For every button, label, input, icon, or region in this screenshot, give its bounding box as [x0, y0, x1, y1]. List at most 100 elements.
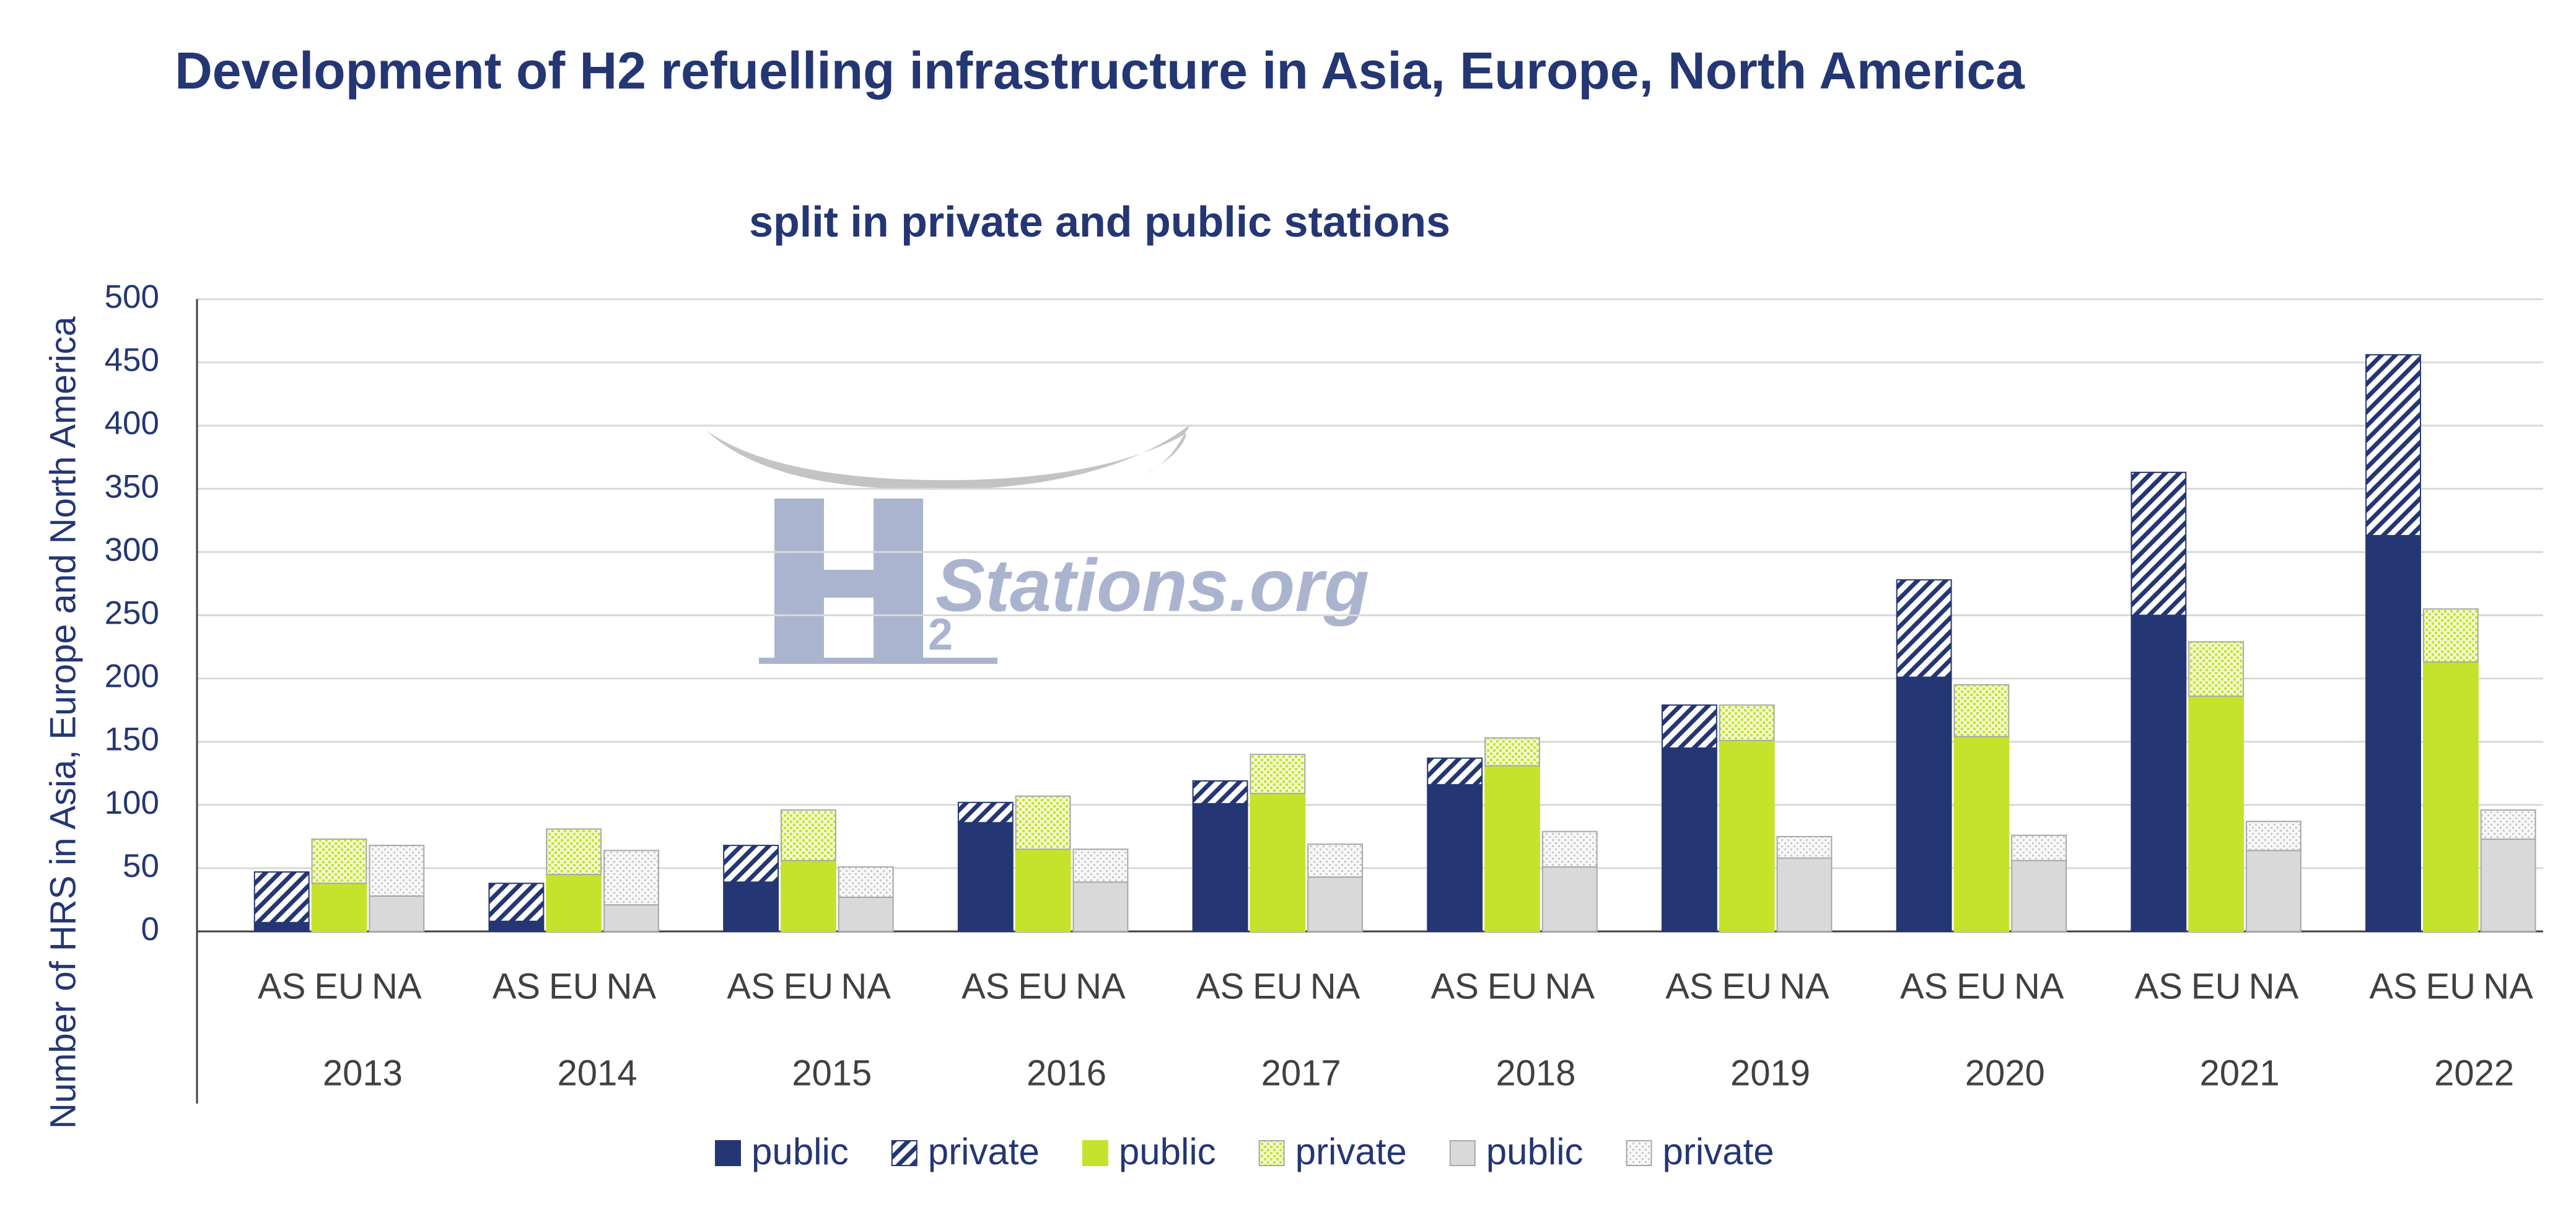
bar-segment [1541, 866, 1598, 933]
bar-segment [780, 860, 836, 932]
group-label: EU [314, 966, 364, 1006]
legend-item: private [1258, 1131, 1407, 1172]
bar-segment [2188, 641, 2245, 697]
bar-segment [780, 809, 836, 861]
y-tick-label: 500 [105, 279, 159, 315]
bar-segment [2422, 608, 2479, 663]
bar-segment [957, 801, 1014, 824]
legend-label: private [928, 1131, 1040, 1172]
group-label: NA [2483, 966, 2533, 1006]
bar-segment [1192, 780, 1248, 804]
y-tick-label: 200 [105, 658, 159, 695]
bar-segment [369, 895, 425, 932]
group-label: NA [1310, 966, 1360, 1006]
bar-segment [603, 904, 659, 933]
x-tick-label: 2016 [1027, 1053, 1106, 1093]
bar-segment [1953, 684, 2010, 738]
group-label: AS [258, 966, 305, 1006]
bar-segment [1072, 881, 1129, 933]
bar-segment [1015, 848, 1071, 933]
y-tick-label: 250 [105, 595, 159, 632]
group-label: AS [1665, 966, 1713, 1006]
bar-segment [546, 874, 602, 932]
bar-segment [1776, 835, 1833, 859]
bar-segment [1484, 737, 1540, 767]
bar-segment [1427, 784, 1483, 933]
y-tick-label: 450 [105, 342, 159, 378]
bar-segment [2480, 838, 2536, 932]
legend-item: public [1082, 1131, 1216, 1172]
bar-segment [311, 838, 367, 884]
bar-segment [1015, 795, 1071, 850]
group-label: AS [2135, 966, 2183, 1006]
group-label: NA [1076, 966, 1126, 1006]
group-label: NA [607, 966, 657, 1006]
x-tick-label: 2020 [1965, 1053, 2045, 1093]
watermark: 2 Stations.org [706, 424, 1369, 664]
x-tick-label: 2019 [1730, 1053, 1810, 1093]
bar-segment [1250, 754, 1306, 795]
group-label: NA [1544, 966, 1595, 1006]
bar-segment [253, 871, 310, 923]
group-label: EU [1722, 966, 1772, 1006]
bar-segment [311, 882, 367, 933]
chart-title: Development of H2 refuelling infrastruct… [175, 41, 2025, 100]
x-tick-label: 2015 [792, 1053, 872, 1093]
bar-segment [1953, 736, 2010, 932]
group-label: EU [549, 966, 599, 1006]
bar-segment [1719, 739, 1775, 932]
bar-segment [1484, 765, 1540, 933]
bar-segment [1192, 803, 1248, 933]
group-label: EU [2426, 966, 2476, 1006]
x-tick-label: 2018 [1496, 1053, 1575, 1093]
legend-label: private [1663, 1131, 1774, 1172]
y-tick-label: 300 [105, 531, 159, 568]
legend-item: public [1449, 1131, 1584, 1172]
x-tick-label: 2022 [2434, 1053, 2514, 1093]
group-label: EU [2191, 966, 2241, 1006]
bar-segment [1719, 704, 1775, 741]
group-label: EU [1487, 966, 1538, 1006]
legend-label: private [1295, 1131, 1407, 1172]
bar-segment [838, 866, 894, 898]
bar-segment [2131, 471, 2187, 616]
legend-swatch [1626, 1140, 1652, 1166]
y-tick-label: 400 [105, 405, 159, 442]
y-tick-label: 350 [105, 468, 159, 505]
bar-segment [723, 881, 779, 933]
x-tick-label: 2014 [558, 1053, 637, 1093]
bar-segment [2011, 860, 2067, 932]
bar-segment [957, 822, 1014, 932]
group-label: NA [841, 966, 891, 1006]
y-tick-label: 0 [141, 911, 159, 948]
chart-subtitle: split in private and public stations [749, 198, 1450, 246]
group-label: AS [2369, 966, 2417, 1006]
group-label: NA [2014, 966, 2064, 1006]
bar-segment [2480, 809, 2536, 840]
legend-item: private [1626, 1131, 1774, 1172]
legend-swatch [891, 1140, 918, 1166]
bar-segment [838, 896, 894, 932]
bar-segment [488, 882, 545, 922]
bar-segment [253, 922, 310, 933]
bar-segment [1307, 876, 1364, 932]
bar-segment [1072, 848, 1129, 883]
y-tick-label: 150 [105, 721, 159, 758]
group-label: EU [1018, 966, 1068, 1006]
legend-label: public [751, 1131, 849, 1172]
legend-label: public [1119, 1131, 1216, 1172]
bar-segment [1427, 757, 1483, 786]
bar-segment [2188, 695, 2245, 932]
group-label: AS [1196, 966, 1244, 1006]
bar-segment [2365, 534, 2421, 932]
legend-swatch [1449, 1140, 1476, 1166]
y-axis-label: Number of HRS in Asia, Europe and North … [43, 316, 83, 1129]
bar-segment [2365, 354, 2421, 536]
group-label: EU [1253, 966, 1303, 1006]
legend-swatch [1258, 1140, 1285, 1166]
legend-item: public [715, 1131, 849, 1172]
bar-segment [546, 828, 602, 876]
legend-swatch [1082, 1140, 1108, 1166]
bar-segment [1250, 793, 1306, 932]
